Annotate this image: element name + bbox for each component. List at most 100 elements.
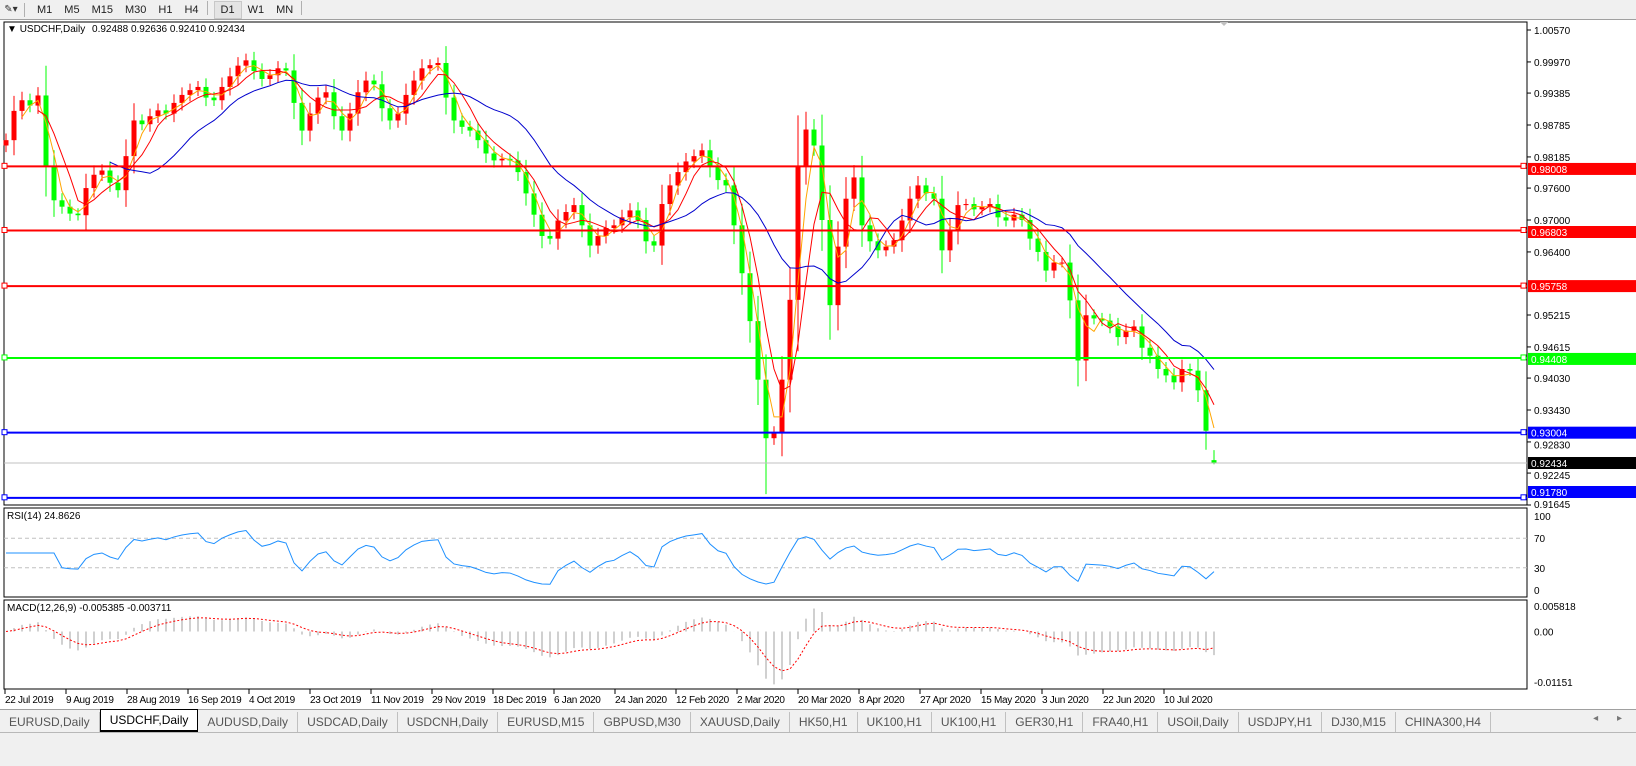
timeframe-h1[interactable]: H1 (158, 3, 173, 16)
date-tick-label: 22 Jun 2020 (1103, 695, 1155, 706)
date-tick-label: 9 Aug 2019 (66, 695, 114, 706)
timeframe-w1[interactable]: W1 (247, 3, 265, 16)
chart-tab[interactable]: UK100,H1 (858, 712, 932, 732)
candle-body (1195, 370, 1201, 391)
rsi-tick-label: 0 (1534, 586, 1540, 597)
candle-body (467, 126, 473, 131)
collapse-triangle-icon[interactable]: ▼ (7, 24, 17, 35)
chart-tab[interactable]: UK100,H1 (932, 712, 1007, 732)
candle-body (339, 116, 345, 131)
chart-tab[interactable]: HK50,H1 (790, 712, 858, 732)
candle-body (755, 321, 761, 380)
timeframe-m5[interactable]: M5 (64, 3, 80, 16)
candle-body (347, 113, 353, 131)
date-tick-label: 20 Mar 2020 (798, 695, 852, 706)
candle-body (955, 205, 961, 231)
chart-tab[interactable]: AUDUSD,Daily (198, 712, 299, 732)
timeframe-d1[interactable]: D1 (213, 0, 242, 19)
candle-body (203, 86, 209, 98)
candle-body (187, 90, 193, 95)
rsi-line (6, 530, 1215, 585)
candle-body (939, 198, 945, 251)
chart-tab[interactable]: GBPUSD,M30 (594, 712, 691, 732)
candle-body (1123, 330, 1129, 338)
candle-body (1155, 355, 1161, 370)
candle-body (315, 97, 321, 114)
line-handle (1, 282, 8, 289)
candle-body (819, 145, 825, 220)
horizontal-line-label: 0.91780 (1531, 488, 1568, 499)
chart-tab[interactable]: USDJPY,H1 (1239, 712, 1323, 732)
candle-body (691, 156, 697, 162)
candle-body (875, 241, 881, 251)
candle-body (1211, 460, 1217, 464)
candle-body (699, 150, 705, 157)
chart-tab[interactable]: EURUSD,Daily (0, 712, 100, 732)
chart-tab[interactable]: USDCAD,Daily (298, 712, 398, 732)
candle-body (619, 217, 625, 226)
candle-body (1139, 326, 1145, 348)
line-handle (1520, 494, 1527, 501)
candle-body (139, 120, 145, 125)
candle-body (915, 185, 921, 199)
candle-body (803, 129, 809, 167)
price-tick-label: 0.98785 (1534, 121, 1571, 132)
candle-body (1075, 300, 1081, 361)
candle-body (323, 92, 329, 98)
chart-canvas[interactable]: 22 Jul 2019 9 Aug 2019 28 Aug 2019 16 Sep 2… (0, 20, 1636, 710)
timeframe-m1[interactable]: M1 (37, 3, 53, 16)
candle-body (443, 62, 449, 98)
timeframe-h4[interactable]: H4 (184, 3, 199, 16)
rsi-pane-frame (3, 507, 1528, 598)
tab-scroll-arrows[interactable]: ◂ ▸ (1593, 713, 1630, 724)
chart-window[interactable]: 22 Jul 2019 9 Aug 2019 28 Aug 2019 16 Sep 2… (0, 20, 1636, 710)
candle-body (75, 213, 81, 216)
macd-tick-label: 0.005818 (1534, 602, 1576, 613)
candle-body (171, 102, 177, 114)
chart-tab[interactable]: DJ30,M15 (1322, 712, 1396, 732)
chart-tab[interactable]: GER30,H1 (1006, 712, 1084, 732)
candle-body (787, 299, 793, 380)
timeframe-m15[interactable]: M15 (91, 3, 113, 16)
candle-body (499, 158, 505, 161)
chart-tab[interactable]: CHINA300,H4 (1396, 712, 1491, 732)
timeframe-mn[interactable]: MN (276, 3, 294, 16)
line-handle (1520, 282, 1527, 289)
chart-tab[interactable]: EURUSD,M15 (498, 712, 595, 732)
rsi-tick-label: 100 (1534, 512, 1551, 523)
horizontal-line-label: 0.93004 (1531, 429, 1568, 440)
chart-tab[interactable]: USDCHF,Daily (99, 709, 199, 732)
price-tick-label: 0.96400 (1534, 248, 1571, 259)
chart-tab[interactable]: XAUUSD,Daily (691, 712, 790, 732)
horizontal-line-label-bg (1528, 280, 1636, 293)
line-handle (1520, 162, 1527, 169)
candle-body (715, 166, 721, 181)
candle-body (611, 225, 617, 228)
line-handle (1, 226, 8, 233)
ma-mid-line (37, 69, 1215, 405)
macd-signal-line (5, 617, 1215, 672)
candle-body (1027, 220, 1033, 239)
candle-body (731, 185, 737, 226)
horizontal-line-label-bg (1528, 226, 1636, 238)
timeframe-toolbar: ✎▾ M1 M5 M15 M30 H1 H4 D1 W1 MN (0, 0, 1636, 20)
price-tick-label: 0.97000 (1534, 216, 1571, 227)
candle-body (1171, 375, 1177, 383)
timeframe-m30[interactable]: M30 (124, 3, 147, 16)
candle-body (99, 170, 105, 175)
candle-body (851, 177, 857, 199)
chart-tab[interactable]: USDCNH,Daily (398, 712, 499, 732)
candle-body (307, 113, 313, 131)
price-tick-label: 0.97600 (1534, 184, 1571, 195)
candle-body (475, 130, 481, 141)
price-tick-label: 1.00570 (1534, 26, 1571, 37)
candle-body (275, 68, 281, 76)
line-studies-icon[interactable]: ✎▾ (4, 4, 18, 15)
candle-body (723, 180, 729, 186)
date-tick-label: 16 Sep 2019 (188, 695, 242, 706)
candle-body (523, 172, 529, 194)
chart-tab[interactable]: USOil,Daily (1158, 712, 1239, 732)
candle-body (123, 156, 129, 191)
chart-tab[interactable]: FRA40,H1 (1083, 712, 1159, 732)
candle-body (547, 235, 553, 239)
